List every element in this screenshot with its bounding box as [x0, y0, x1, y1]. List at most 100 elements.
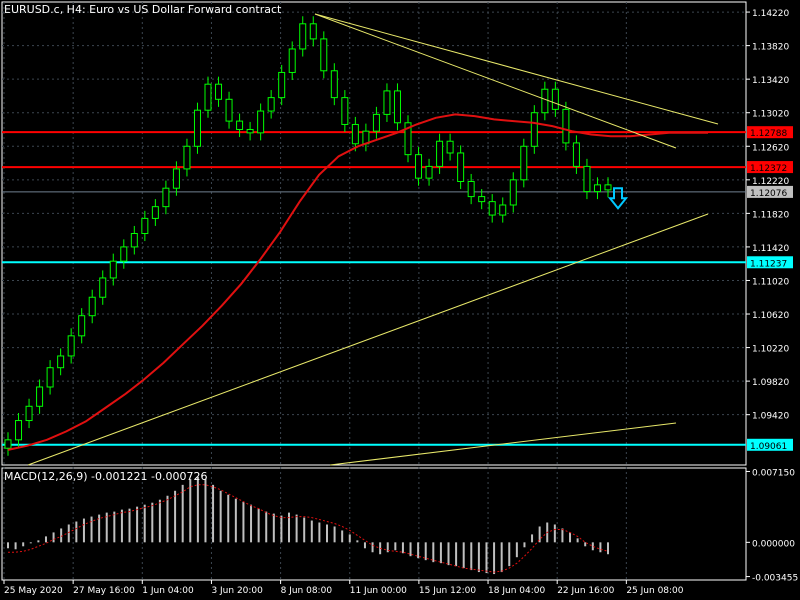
- candle-body: [541, 88, 549, 114]
- candle-body: [215, 83, 223, 100]
- price-tick-label: 1.11020: [752, 277, 789, 287]
- macd-signal-line: [8, 484, 609, 573]
- candle-body: [457, 152, 465, 182]
- price-pane-frame: [1, 1, 747, 466]
- candle-body: [204, 83, 212, 111]
- time-tick-label: 11 Jun 00:00: [350, 586, 407, 596]
- candle-body: [141, 217, 149, 235]
- horizontal-level-tag: [747, 438, 793, 451]
- horizontal-level-label: 1.11237: [750, 259, 787, 269]
- time-tick-label: 25 May 2020: [4, 586, 63, 596]
- candle-body: [257, 110, 265, 134]
- current-price-label: 1.12076: [750, 189, 787, 199]
- price-tick-label: 1.11420: [752, 244, 789, 254]
- time-tick-label: 27 May 16:00: [73, 586, 135, 596]
- candle-body: [383, 90, 391, 115]
- candle-body: [404, 122, 412, 156]
- candle-body: [583, 165, 591, 193]
- candle-body: [309, 23, 317, 40]
- time-tick-label: 8 Jun 08:00: [281, 586, 333, 596]
- horizontal-level-tag: [747, 256, 793, 269]
- price-tick-label: 1.14220: [752, 9, 789, 19]
- price-tick-label: 1.13420: [752, 76, 789, 86]
- trendline: [329, 422, 677, 466]
- trendline: [314, 13, 677, 149]
- candle-body: [36, 386, 44, 407]
- time-tick-label: 1 Jun 04:00: [142, 586, 194, 596]
- candle-body: [162, 187, 170, 208]
- candle-body: [509, 179, 517, 206]
- horizontal-level-label: 1.09061: [750, 442, 787, 452]
- candle-body: [88, 296, 96, 317]
- candle-body: [130, 233, 138, 248]
- candle-body: [278, 71, 286, 99]
- candle-body: [604, 184, 612, 191]
- candle-body: [446, 140, 454, 154]
- candle-body: [236, 120, 244, 130]
- time-tick-label: 15 Jun 12:00: [419, 586, 476, 596]
- candle-body: [299, 23, 307, 50]
- candle-body: [530, 112, 538, 147]
- time-tick-label: 22 Jun 16:00: [557, 586, 614, 596]
- candle-body: [351, 123, 359, 145]
- horizontal-level-tag: [747, 126, 793, 139]
- price-tick-label: 1.09820: [752, 378, 789, 388]
- candle-body: [415, 154, 423, 179]
- candle-body: [4, 439, 12, 449]
- candle-body: [193, 109, 201, 147]
- current-price-tag: [747, 185, 793, 198]
- time-tick-label: 18 Jun 04:00: [488, 586, 545, 596]
- horizontal-level-label: 1.12372: [750, 164, 787, 174]
- candle-body: [372, 113, 380, 132]
- candle-body: [572, 142, 580, 167]
- candle-body: [341, 97, 349, 125]
- time-tick-label: 25 Jun 08:00: [626, 586, 683, 596]
- price-tick-label: 1.10220: [752, 345, 789, 355]
- horizontal-level-label: 1.12788: [750, 129, 787, 139]
- candle-body: [436, 140, 444, 167]
- candle-body: [46, 367, 54, 388]
- candle-body: [109, 260, 117, 279]
- price-tick-label: 1.13020: [752, 110, 789, 120]
- candle-body: [67, 335, 75, 357]
- price-tick-label: 1.12620: [752, 143, 789, 153]
- trendline: [314, 13, 719, 125]
- candle-body: [99, 277, 107, 298]
- chart-title: EURUSD.c, H4: Euro vs US Dollar Forward …: [4, 3, 282, 16]
- price-tick-label: 1.12220: [752, 177, 789, 187]
- candle-body: [225, 98, 233, 122]
- candle-body: [151, 206, 159, 219]
- macd-tick-label: 0.007150: [752, 468, 795, 478]
- candle-body: [78, 315, 86, 337]
- candle-body: [593, 184, 601, 193]
- candle-body: [120, 246, 128, 262]
- moving-average-line: [7, 113, 708, 451]
- trendline: [27, 213, 709, 466]
- macd-tick-label: 0.000000: [752, 539, 795, 549]
- candle-body: [320, 38, 328, 72]
- candle-body: [330, 70, 338, 99]
- candle-body: [488, 201, 496, 216]
- candle-body: [467, 180, 475, 198]
- price-tick-label: 1.09420: [752, 412, 789, 422]
- candle-body: [499, 204, 507, 216]
- price-tick-label: 1.10620: [752, 311, 789, 321]
- candle-body: [393, 90, 401, 124]
- sell-arrow-icon: [607, 187, 629, 210]
- candle-body: [562, 108, 570, 144]
- price-tick-label: 1.13820: [752, 43, 789, 53]
- macd-tick-label: -0.003455: [752, 574, 798, 584]
- candle-body: [267, 97, 275, 112]
- macd-pane-frame: [1, 467, 747, 581]
- horizontal-level-tag: [747, 161, 793, 174]
- candle-body: [478, 196, 486, 203]
- candle-body: [57, 355, 65, 369]
- time-tick-label: 3 Jun 20:00: [211, 586, 263, 596]
- candle-body: [520, 145, 528, 181]
- candle-body: [246, 128, 254, 134]
- candle-body: [15, 420, 23, 441]
- candle-body: [172, 168, 180, 189]
- macd-label: MACD(12,26,9) -0.001221 -0.000726: [4, 470, 208, 483]
- price-tick-label: 1.11820: [752, 210, 789, 220]
